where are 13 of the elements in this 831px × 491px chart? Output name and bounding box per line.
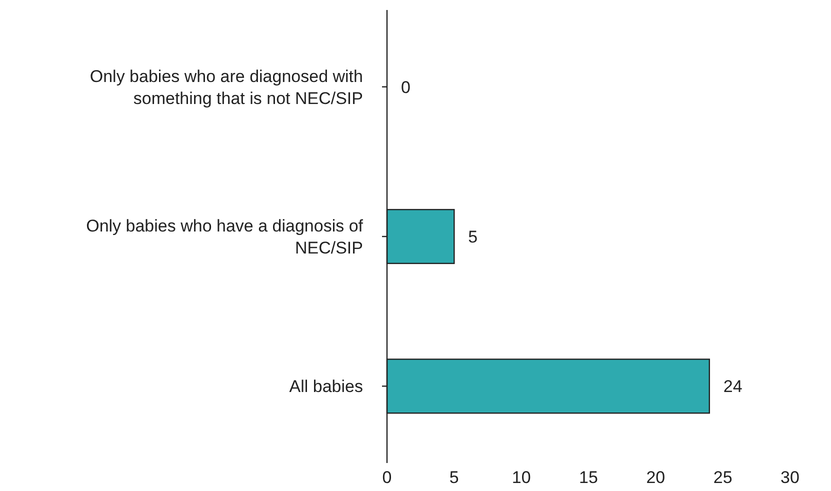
x-tick-label: 5 xyxy=(449,468,459,487)
x-tick-label: 30 xyxy=(780,468,800,487)
x-tick-label: 20 xyxy=(646,468,666,487)
data-label: 0 xyxy=(401,78,410,97)
x-tick-label: 10 xyxy=(512,468,531,487)
data-label: 24 xyxy=(723,377,742,396)
x-tick-label: 0 xyxy=(382,468,392,487)
x-tick-label: 25 xyxy=(713,468,732,487)
y-tick-label: Only babies who are diagnosed with something that is not NEC/SIP xyxy=(90,66,363,108)
data-label: 5 xyxy=(468,227,478,246)
y-tick-label: All babies xyxy=(289,377,363,396)
y-tick-label: Only babies who have a diagnosis of NEC/SIP xyxy=(86,216,364,258)
x-tick-label: 15 xyxy=(579,468,598,487)
